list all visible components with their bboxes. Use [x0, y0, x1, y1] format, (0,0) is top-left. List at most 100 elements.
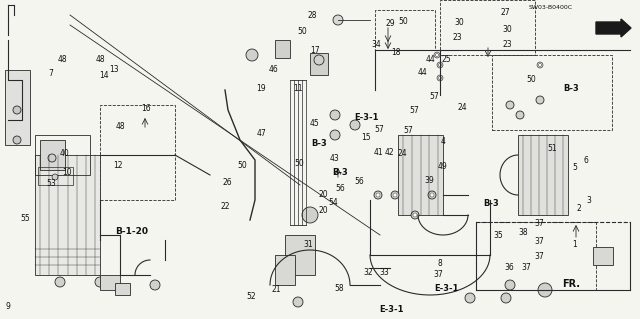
Text: 30: 30: [502, 25, 512, 34]
Circle shape: [376, 193, 380, 197]
Circle shape: [428, 191, 436, 199]
Text: 16: 16: [141, 104, 151, 113]
Bar: [440, 0, 535, 55]
Text: 51: 51: [547, 144, 557, 153]
Circle shape: [505, 280, 515, 290]
Text: 24: 24: [457, 103, 467, 112]
Text: 10: 10: [62, 168, 72, 177]
Text: 8: 8: [438, 259, 443, 268]
Text: 56: 56: [355, 177, 365, 186]
Text: 15: 15: [361, 133, 371, 142]
Text: 49: 49: [438, 162, 448, 171]
Text: 46: 46: [269, 65, 279, 74]
Text: 17: 17: [310, 46, 320, 55]
Text: 37: 37: [433, 271, 444, 279]
Text: 47: 47: [256, 129, 266, 138]
Circle shape: [330, 130, 340, 140]
Text: B-3: B-3: [311, 139, 326, 148]
Text: 3: 3: [586, 196, 591, 205]
Circle shape: [506, 101, 514, 109]
Circle shape: [314, 55, 324, 65]
Text: E-3-1: E-3-1: [435, 284, 459, 293]
Text: 38: 38: [518, 228, 529, 237]
Text: 20: 20: [318, 190, 328, 199]
Circle shape: [391, 191, 399, 199]
Circle shape: [438, 63, 442, 66]
Text: 41: 41: [374, 148, 384, 157]
Text: 36: 36: [504, 263, 514, 272]
Text: 19: 19: [256, 84, 266, 93]
Circle shape: [52, 174, 58, 180]
Text: 58: 58: [334, 284, 344, 293]
Text: 42: 42: [384, 148, 394, 157]
Text: 6: 6: [583, 156, 588, 165]
Circle shape: [302, 207, 318, 223]
Text: 9: 9: [5, 302, 10, 311]
Circle shape: [150, 280, 160, 290]
Bar: [275, 40, 290, 58]
Circle shape: [55, 277, 65, 287]
Text: 34: 34: [371, 40, 381, 48]
Text: 50: 50: [398, 17, 408, 26]
Text: 50: 50: [237, 161, 247, 170]
Text: 11: 11: [293, 84, 302, 93]
Text: FR.: FR.: [563, 279, 580, 289]
Bar: [375, 10, 435, 50]
Text: 57: 57: [410, 106, 420, 115]
Text: 18: 18: [391, 48, 400, 57]
Circle shape: [434, 52, 440, 58]
Text: 57: 57: [403, 126, 413, 135]
Bar: [40, 140, 65, 170]
Bar: [5, 70, 30, 145]
Text: 50: 50: [294, 159, 305, 168]
Bar: [115, 283, 130, 295]
Circle shape: [465, 293, 475, 303]
Circle shape: [95, 277, 105, 287]
Circle shape: [437, 75, 443, 81]
Text: B-1-20: B-1-20: [115, 227, 148, 236]
Circle shape: [413, 213, 417, 217]
Text: E-3-1: E-3-1: [380, 305, 404, 314]
Text: 57: 57: [374, 125, 384, 134]
Text: 32: 32: [363, 268, 373, 277]
Text: 23: 23: [452, 33, 463, 42]
Text: 25: 25: [442, 55, 452, 63]
Circle shape: [393, 193, 397, 197]
Circle shape: [536, 96, 544, 104]
Bar: [35, 135, 90, 175]
Text: 48: 48: [115, 122, 125, 130]
Text: 37: 37: [534, 252, 544, 261]
Text: 24: 24: [397, 149, 407, 158]
Text: 29: 29: [385, 19, 396, 28]
Text: 21: 21: [272, 285, 281, 294]
Text: 55: 55: [20, 214, 31, 223]
Text: 35: 35: [493, 231, 503, 240]
Circle shape: [13, 106, 21, 114]
Text: 44: 44: [425, 56, 435, 64]
Circle shape: [411, 211, 419, 219]
Circle shape: [333, 15, 343, 25]
FancyArrow shape: [596, 19, 631, 37]
Text: 26: 26: [222, 178, 232, 187]
Text: 27: 27: [500, 8, 511, 17]
Circle shape: [438, 77, 442, 79]
Text: 28: 28: [308, 11, 317, 20]
Text: 1: 1: [572, 241, 577, 249]
Circle shape: [430, 193, 434, 197]
Bar: [518, 135, 568, 215]
Text: 43: 43: [329, 154, 339, 163]
Circle shape: [501, 293, 511, 303]
Text: 33: 33: [379, 268, 389, 277]
Text: 54: 54: [328, 198, 338, 207]
Bar: [310, 53, 328, 75]
Text: 48: 48: [95, 55, 106, 63]
Text: 14: 14: [99, 71, 109, 80]
Text: 52: 52: [246, 292, 256, 300]
Text: 56: 56: [335, 184, 346, 193]
Circle shape: [48, 154, 56, 162]
Bar: [100, 275, 120, 290]
Text: 37: 37: [521, 263, 531, 272]
Circle shape: [516, 111, 524, 119]
Text: 22: 22: [221, 202, 230, 211]
Text: 50: 50: [297, 27, 307, 36]
